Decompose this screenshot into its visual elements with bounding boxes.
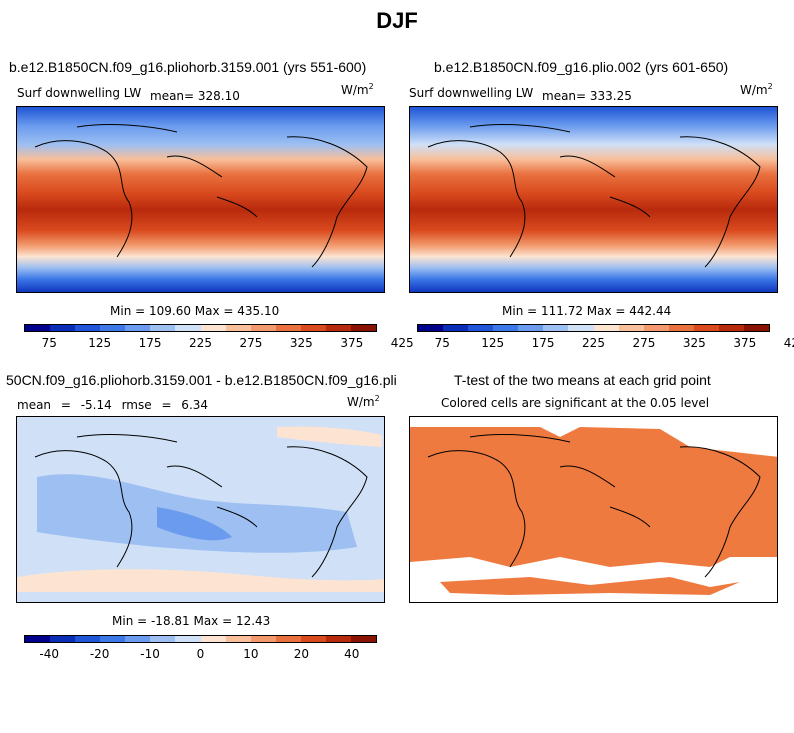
panel3-map — [16, 416, 385, 603]
colorbar-swatch — [225, 325, 251, 331]
colorbar-swatch — [250, 636, 276, 642]
colorbar-swatch — [275, 636, 301, 642]
page-title: DJF — [376, 8, 418, 33]
colorbar-swatch — [443, 325, 469, 331]
colorbar-swatch — [125, 325, 151, 331]
panel3-title: 50CN.f09_g16.pliohorb.3159.001 - b.e12.B… — [6, 372, 396, 388]
colorbar-tick-label: 175 — [531, 336, 555, 350]
panel1-colorbar — [24, 324, 377, 332]
colorbar-swatch — [25, 325, 51, 331]
colorbar-tick-label: 75 — [41, 336, 57, 350]
panel3-anomaly-region-2 — [157, 507, 232, 541]
colorbar-tick-label: 175 — [138, 336, 162, 350]
colorbar-swatch — [225, 636, 251, 642]
panel4-coastlines — [427, 434, 761, 578]
colorbar-swatch — [593, 325, 619, 331]
colorbar-swatch — [75, 325, 101, 331]
panel3-colorbar — [24, 635, 377, 643]
colorbar-swatch — [468, 325, 494, 331]
colorbar-tick-label: 20 — [293, 647, 309, 661]
panel4-significance-note: Colored cells are significant at the 0.0… — [441, 396, 710, 410]
colorbar-swatch — [75, 636, 101, 642]
panel2-variable-label: Surf downwelling LW — [409, 86, 534, 100]
colorbar-swatch — [100, 636, 126, 642]
panel1-title: b.e12.B1850CN.f09_g16.pliohorb.3159.001 … — [9, 59, 367, 75]
colorbar-swatch — [175, 636, 201, 642]
colorbar-swatch — [643, 325, 669, 331]
panel1-mean-label: mean= 328.10 — [150, 89, 240, 103]
colorbar-tick-label: 0 — [196, 647, 205, 661]
colorbar-swatch — [300, 325, 326, 331]
colorbar-tick-label: 425 — [390, 336, 414, 350]
colorbar-tick-label: -40 — [39, 647, 60, 661]
colorbar-swatch — [325, 636, 352, 642]
colorbar-swatch — [50, 325, 76, 331]
colorbar-swatch — [618, 325, 644, 331]
colorbar-swatch — [325, 325, 352, 331]
panel1-variable-label: Surf downwelling LW — [17, 86, 142, 100]
colorbar-swatch — [150, 325, 176, 331]
panel4-map — [409, 416, 778, 603]
colorbar-tick-label: 125 — [88, 336, 112, 350]
colorbar-tick-label: 10 — [243, 647, 259, 661]
colorbar-tick-label: -10 — [140, 647, 160, 661]
colorbar-swatch — [518, 325, 544, 331]
panel4-significant-region-2 — [440, 577, 740, 595]
panel4-significant-region — [410, 427, 777, 567]
colorbar-tick-label: 325 — [682, 336, 706, 350]
panel1-map — [16, 106, 385, 293]
colorbar-swatch — [175, 325, 201, 331]
colorbar-swatch — [200, 325, 226, 331]
panel1-units: W/m2 — [341, 82, 374, 97]
colorbar-tick-label: 325 — [289, 336, 313, 350]
panel2-stats: Min = 111.72 Max = 442.44 — [502, 304, 672, 318]
colorbar-tick-label: -20 — [89, 647, 110, 661]
colorbar-tick-label: 75 — [434, 336, 450, 350]
panel3-units: W/m2 — [347, 394, 380, 409]
panel3-mean-rmse: mean = -5.14 rmse = 6.34 — [17, 398, 209, 412]
colorbar-swatch — [543, 325, 569, 331]
panel3-anomaly-region-3 — [277, 426, 382, 447]
colorbar-swatch — [50, 636, 76, 642]
colorbar-tick-label: 375 — [733, 336, 757, 350]
panel1-coastlines — [34, 124, 368, 268]
panel2-coastlines — [427, 124, 761, 268]
colorbar-swatch — [125, 636, 151, 642]
panel2-title: b.e12.B1850CN.f09_g16.plio.002 (yrs 601-… — [434, 59, 729, 75]
panel3-stats: Min = -18.81 Max = 12.43 — [112, 614, 271, 628]
panel3-anomaly-region-4 — [17, 569, 384, 592]
colorbar-tick-label: 125 — [481, 336, 505, 350]
colorbar-tick-label: 275 — [239, 336, 263, 350]
colorbar-tick-label: 275 — [632, 336, 656, 350]
colorbar-swatch — [250, 325, 276, 331]
colorbar-swatch — [568, 325, 594, 331]
panel4-title: T-test of the two means at each grid poi… — [454, 372, 711, 388]
colorbar-swatch — [200, 636, 226, 642]
colorbar-swatch — [693, 325, 719, 331]
colorbar-tick-label: 425 — [783, 336, 794, 350]
colorbar-tick-label: 40 — [344, 647, 360, 661]
panel3-anomaly-region — [37, 474, 357, 553]
colorbar-swatch — [351, 325, 377, 331]
colorbar-swatch — [418, 325, 444, 331]
panel2-units: W/m2 — [740, 82, 773, 97]
panel2-map — [409, 106, 778, 293]
colorbar-swatch — [718, 325, 745, 331]
colorbar-tick-label: 225 — [189, 336, 212, 350]
panel2-mean-label: mean= 333.25 — [542, 89, 632, 103]
colorbar-swatch — [275, 325, 301, 331]
panel2-colorbar — [417, 324, 770, 332]
colorbar-swatch — [351, 636, 377, 642]
colorbar-tick-label: 375 — [340, 336, 364, 350]
colorbar-swatch — [100, 325, 126, 331]
colorbar-swatch — [150, 636, 176, 642]
colorbar-swatch — [493, 325, 519, 331]
colorbar-tick-label: 225 — [582, 336, 605, 350]
colorbar-swatch — [25, 636, 51, 642]
colorbar-swatch — [668, 325, 694, 331]
panel3-coastlines — [34, 434, 368, 578]
panel1-stats: Min = 109.60 Max = 435.10 — [110, 304, 280, 318]
colorbar-swatch — [744, 325, 770, 331]
colorbar-swatch — [300, 636, 326, 642]
